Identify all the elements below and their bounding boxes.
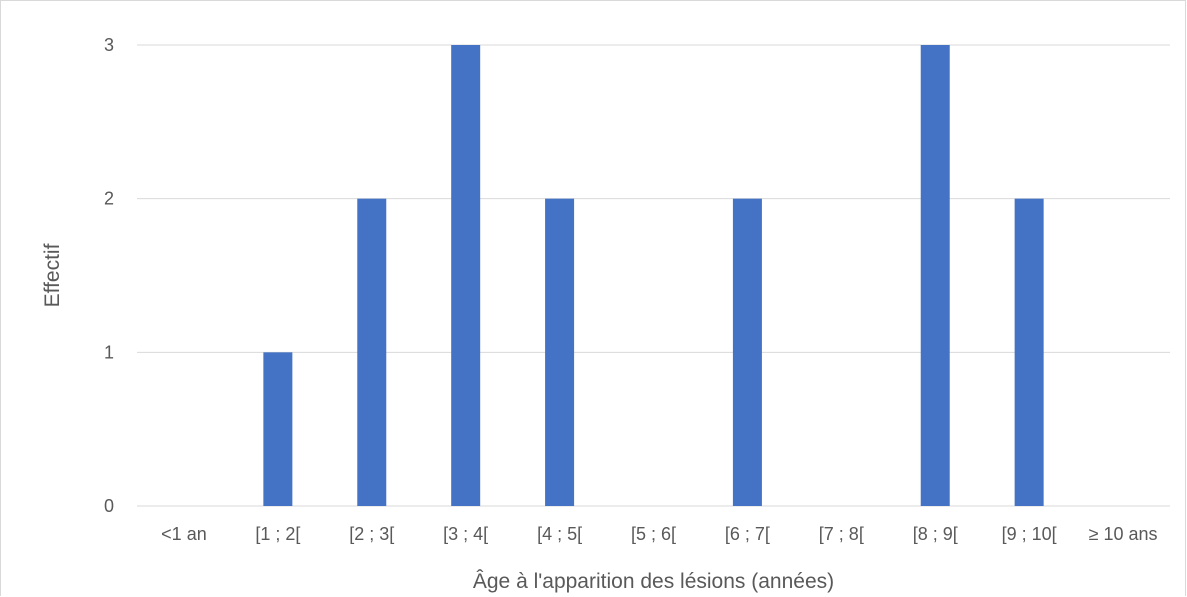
bar: [920, 45, 950, 506]
bars: [263, 45, 1044, 506]
y-tick-label: 2: [104, 189, 114, 209]
x-tick-label: [2 ; 3[: [349, 524, 394, 544]
x-tick-label: [3 ; 4[: [443, 524, 488, 544]
y-axis-ticks: 0 1 2 3: [104, 35, 114, 516]
x-tick-label: [7 ; 8[: [819, 524, 864, 544]
x-tick-label: [5 ; 6[: [631, 524, 676, 544]
x-tick-label: [4 ; 5[: [537, 524, 582, 544]
x-tick-label: [6 ; 7[: [725, 524, 770, 544]
x-tick-label: [1 ; 2[: [255, 524, 300, 544]
y-tick-label: 3: [104, 35, 114, 55]
x-tick-label: [8 ; 9[: [913, 524, 958, 544]
bar: [1014, 198, 1044, 506]
bar: [263, 352, 293, 506]
bar: [545, 198, 575, 506]
y-axis-title: Effectif: [41, 243, 64, 307]
x-axis-ticks: <1 an [1 ; 2[ [2 ; 3[ [3 ; 4[ [4 ; 5[ [5 ; 6[…: [161, 524, 1157, 544]
y-tick-label: 0: [104, 496, 114, 516]
x-tick-label: <1 an: [161, 524, 207, 544]
bar: [357, 198, 387, 506]
y-tick-label: 1: [104, 342, 114, 362]
bar: [732, 198, 762, 506]
x-axis-title: Âge à l'apparition des lésions (années): [473, 570, 834, 593]
x-tick-label: ≥ 10 ans: [1089, 524, 1158, 544]
bar: [451, 45, 481, 506]
x-tick-label: [9 ; 10[: [1002, 524, 1057, 544]
gridlines: [137, 44, 1170, 507]
